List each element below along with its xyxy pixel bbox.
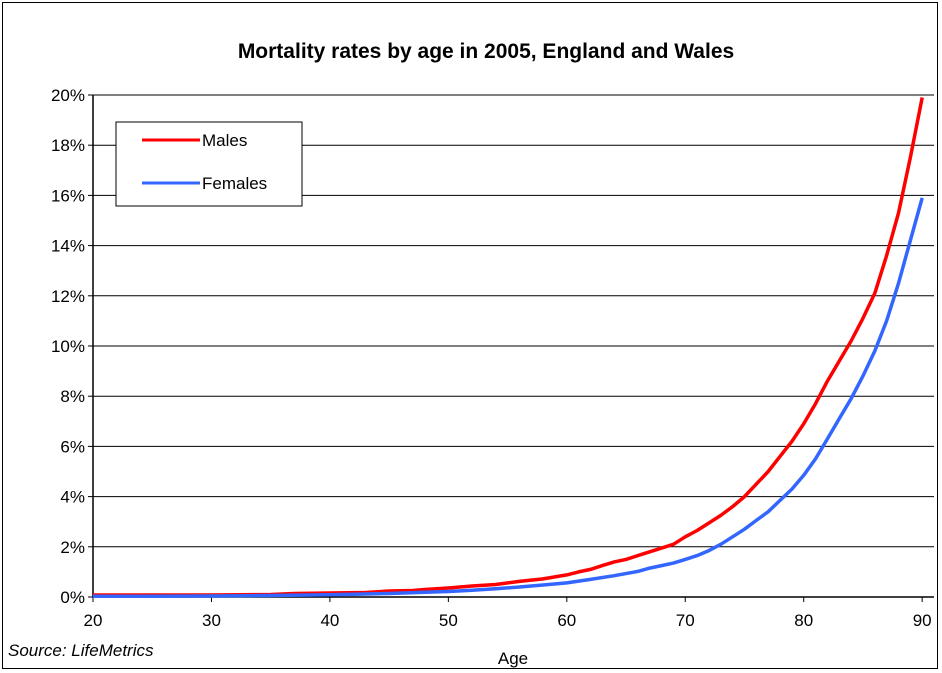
y-tick-label: 18% [51,136,85,155]
chart-title: Mortality rates by age in 2005, England … [238,40,734,63]
y-tick-labels: 0% 2% 4% 6% 8% 10% 12% 14% 16% 18% 20% [51,86,85,607]
x-tick-label: 20 [84,611,103,630]
y-tick-label: 8% [60,387,85,406]
series-lines [93,97,924,598]
y-tick-label: 4% [60,488,85,507]
y-tick-label: 0% [60,588,85,607]
x-tick-labels: 20 30 40 50 60 70 80 90 [84,611,932,630]
legend: Males Females [115,121,303,207]
legend-box [115,121,303,207]
x-tick-label: 80 [794,611,813,630]
x-tick-label: 60 [557,611,576,630]
source-note: Source: LifeMetrics [8,641,154,660]
y-tick-label: 14% [51,237,85,256]
x-tick-label: 90 [913,611,932,630]
series-line-males [93,97,924,597]
legend-label-males: Males [202,131,247,150]
x-tick-label: 70 [676,611,695,630]
y-tick-label: 20% [51,86,85,105]
legend-label-females: Females [202,174,267,193]
x-tick-label: 40 [320,611,339,630]
y-tick-label: 2% [60,538,85,557]
y-tick-label: 12% [51,287,85,306]
x-tick-label: 50 [439,611,458,630]
x-axis-label: Age [498,649,528,668]
series-line-females [93,197,924,598]
y-tick-label: 16% [51,186,85,205]
y-tick-label: 6% [60,437,85,456]
y-tick-label: 10% [51,337,85,356]
x-tick-label: 30 [202,611,221,630]
